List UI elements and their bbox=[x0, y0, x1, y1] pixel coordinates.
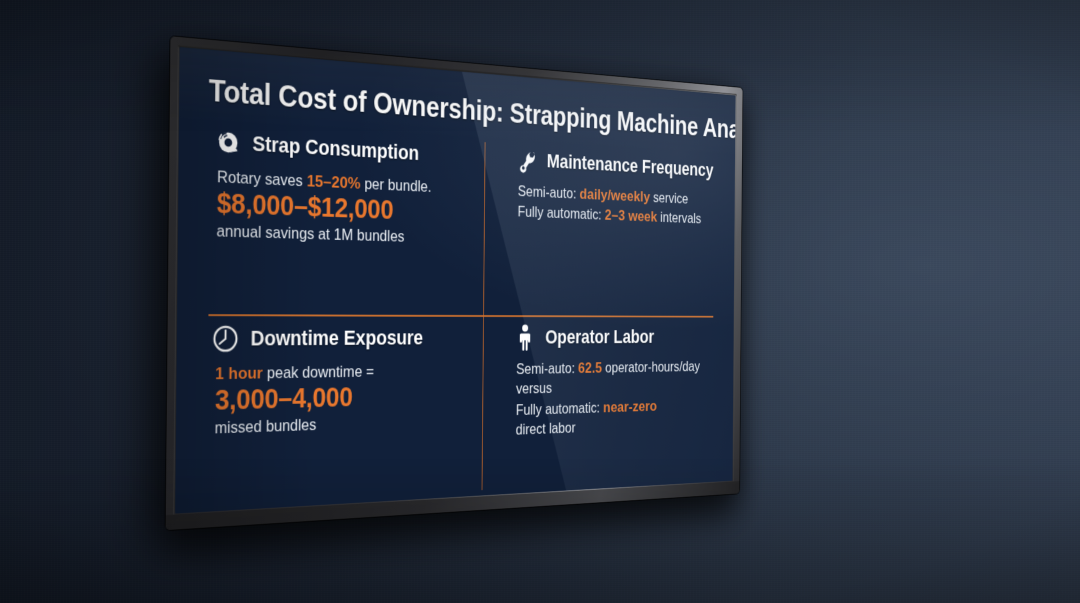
quadrant-header: Strap Consumption bbox=[212, 125, 470, 172]
slide-content: Total Cost of Ownership: Strapping Machi… bbox=[175, 47, 736, 514]
quadrant-grid: Strap Consumption Rotary saves 15–20% pe… bbox=[205, 121, 716, 508]
tv-bezel: Total Cost of Ownership: Strapping Machi… bbox=[165, 36, 743, 531]
television: Total Cost of Ownership: Strapping Machi… bbox=[145, 36, 743, 549]
tv-screen: Total Cost of Ownership: Strapping Machi… bbox=[175, 47, 736, 514]
strap-reel-icon bbox=[212, 125, 243, 160]
quadrant-strap-consumption: Strap Consumption Rotary saves 15–20% pe… bbox=[207, 121, 472, 312]
